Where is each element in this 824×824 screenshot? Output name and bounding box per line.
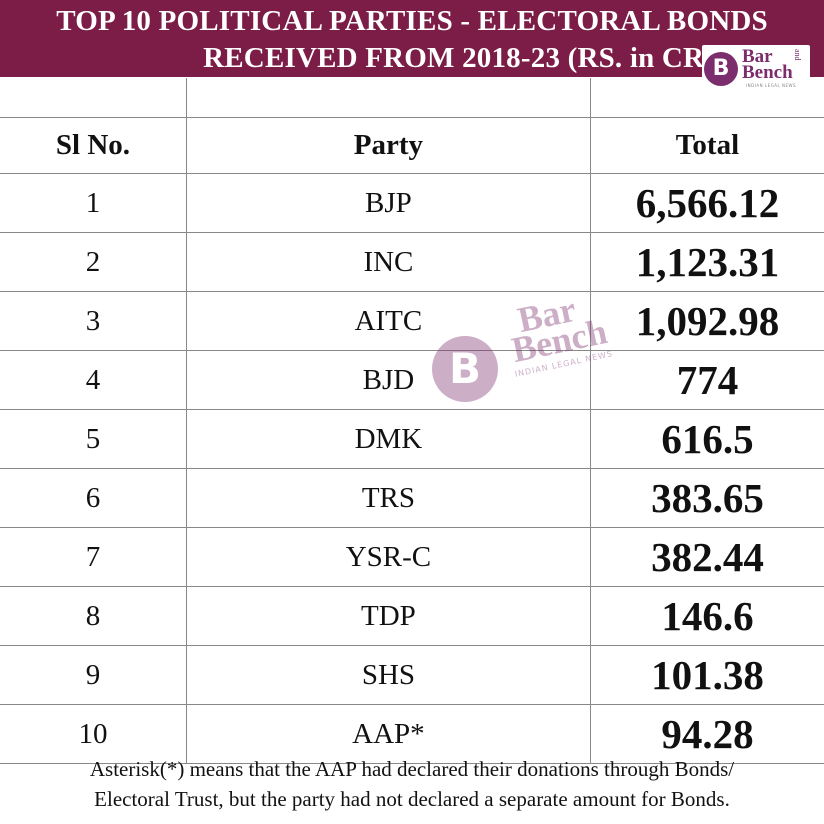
logo-word-and: and — [793, 49, 802, 61]
cell-total: 94.28 — [589, 704, 824, 764]
cell-total: 6,566.12 — [589, 173, 824, 233]
logo-word-bar: Bar — [742, 46, 773, 67]
cell-sl: 4 — [0, 350, 187, 410]
cell-party: SHS — [185, 645, 591, 705]
cell-total: 616.5 — [589, 409, 824, 469]
column-header-party: Party — [185, 117, 591, 174]
cell-party: DMK — [185, 409, 591, 469]
table-row: 10 AAP* 94.28 — [0, 704, 824, 764]
cell-total: 1,092.98 — [589, 291, 824, 351]
cell-sl: 1 — [0, 173, 187, 233]
cell-party: INC — [185, 232, 591, 292]
cell-sl: 7 — [0, 527, 187, 587]
header-title-line1: TOP 10 POLITICAL PARTIES - ELECTORAL BON… — [56, 5, 768, 37]
cell-party: YSR-C — [185, 527, 591, 587]
column-header-total: Total — [589, 117, 824, 174]
column-header-sl-no: Sl No. — [0, 117, 187, 174]
header-title-line2: RECEIVED FROM 2018-23 (RS. in CR) — [203, 42, 714, 74]
table-spacer-row — [0, 78, 824, 118]
cell-party: BJP — [185, 173, 591, 233]
footnote: Asterisk(*) means that the AAP had decla… — [0, 748, 824, 824]
cell-sl: 5 — [0, 409, 187, 469]
electoral-bonds-table: Sl No. Party Total 1 BJP 6,566.12 2 INC … — [0, 78, 824, 764]
cell-party: BJD — [185, 350, 591, 410]
cell-party: AITC — [185, 291, 591, 351]
table-row: 2 INC 1,123.31 — [0, 232, 824, 292]
cell-total: 382.44 — [589, 527, 824, 587]
cell-sl: 9 — [0, 645, 187, 705]
cell-total: 146.6 — [589, 586, 824, 646]
cell-total: 101.38 — [589, 645, 824, 705]
table-row: 6 TRS 383.65 — [0, 468, 824, 528]
logo-word-bench: Bench — [742, 62, 793, 83]
cell-party: TRS — [185, 468, 591, 528]
table-row: 4 BJD 774 — [0, 350, 824, 410]
footnote-line2: Electoral Trust, but the party had not d… — [94, 787, 730, 811]
footnote-line1: Asterisk(*) means that the AAP had decla… — [89, 757, 735, 781]
cell-party: TDP — [185, 586, 591, 646]
cell-sl: 8 — [0, 586, 187, 646]
table-row: 9 SHS 101.38 — [0, 645, 824, 705]
table-row: 7 YSR-C 382.44 — [0, 527, 824, 587]
cell-party: AAP* — [185, 704, 591, 764]
cell-sl: 6 — [0, 468, 187, 528]
table-header-row: Sl No. Party Total — [0, 117, 824, 174]
cell-total: 774 — [589, 350, 824, 410]
table-row: 1 BJP 6,566.12 — [0, 173, 824, 233]
table-row: 3 AITC 1,092.98 — [0, 291, 824, 351]
table-row: 5 DMK 616.5 — [0, 409, 824, 469]
cell-sl: 10 — [0, 704, 187, 764]
cell-total: 383.65 — [589, 468, 824, 528]
table-row: 8 TDP 146.6 — [0, 586, 824, 646]
cell-sl: 2 — [0, 232, 187, 292]
cell-sl: 3 — [0, 291, 187, 351]
cell-total: 1,123.31 — [589, 232, 824, 292]
page-header: TOP 10 POLITICAL PARTIES - ELECTORAL BON… — [0, 0, 824, 77]
